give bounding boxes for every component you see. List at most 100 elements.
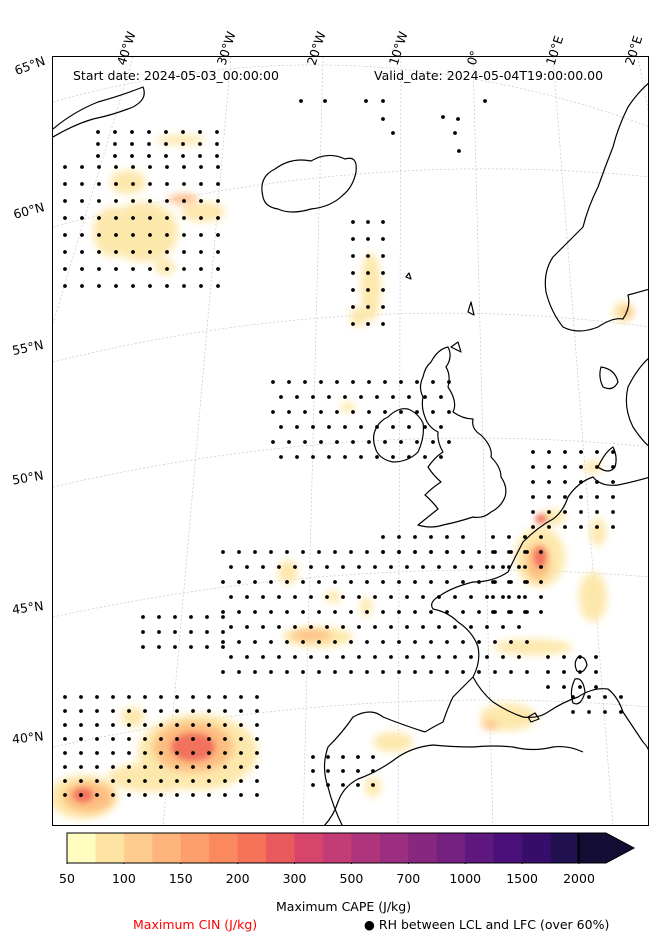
coastlines [53,82,648,825]
rh-dot [483,99,487,103]
rh-dot [351,440,355,444]
rh-dot [456,117,460,121]
rh-dot [287,380,291,384]
lat-label-45n: 45°N [11,597,45,618]
rh-dot [547,465,551,469]
rh-dot [501,625,505,629]
rh-dot [371,783,375,787]
rh-dot [547,525,551,529]
rh-dot [423,455,427,459]
rh-dot [619,710,623,714]
rh-dot [175,709,179,713]
rh-dot [523,535,527,539]
colorbar-bin [436,833,466,863]
rh-dot [517,655,521,659]
rh-dot [399,380,403,384]
rh-dot [477,640,481,644]
rh-dot [365,610,369,614]
rh-dot [221,630,225,634]
map-canvas [53,57,648,825]
rh-dot [477,670,481,674]
rh-dot [341,783,345,787]
rh-dot [182,284,186,288]
rh-dot [507,595,511,599]
lat-label-55n: 55°N [10,336,45,359]
rh-dot [223,779,227,783]
rh-dot [381,322,385,326]
rh-dot [239,723,243,727]
rh-dot [143,723,147,727]
colorbar-tick-label: 100 [111,871,136,886]
rh-dot [79,751,83,755]
rh-dot [539,550,543,554]
rh-dot [311,755,315,759]
rh-dot [445,550,449,554]
rh-dot [175,765,179,769]
rh-dot [207,709,211,713]
rh-dot [491,535,495,539]
rh-dot [164,130,168,134]
rh-dot [439,395,443,399]
colorbar-bin [493,833,523,863]
rh-dot [191,709,195,713]
rh-dot [279,455,283,459]
rh-dot [221,550,225,554]
rh-dot [523,580,527,584]
rh-dot [114,182,118,186]
rh-dot [182,250,186,254]
colorbar-tick-label: 150 [168,871,193,886]
rh-dot [325,595,329,599]
rh-dot [199,216,203,220]
rh-dot [579,510,583,514]
rh-dot [114,165,118,169]
valid-date-label: Valid_date: 2024-05-04T19:00:00.00 [374,68,604,83]
rh-dot [221,645,225,649]
rh-dot [317,610,321,614]
rh-dot [141,615,145,619]
rh-dot [148,199,152,203]
rh-dot [277,655,281,659]
rh-dot [325,655,329,659]
rh-dot [245,595,249,599]
colorbar-bin [180,833,210,863]
rh-dot [113,142,117,146]
rh-dot [371,769,375,773]
rh-dot [114,216,118,220]
rh-dot [97,165,101,169]
rh-dot [215,154,219,158]
rh-dot [341,565,345,569]
rh-dot [285,550,289,554]
rh-dot [327,455,331,459]
colorbar-bin [379,833,409,863]
rh-dot [295,395,299,399]
colorbar-tick-label: 50 [59,871,75,886]
rh-dot [253,670,257,674]
rh-dot [397,550,401,554]
rh-dot [531,495,535,499]
rh-dot [159,765,163,769]
rh-dot [285,610,289,614]
rh-dot [79,793,83,797]
colorbar-tick-label: 1000 [449,871,482,886]
rh-dot [405,565,409,569]
rh-dot [111,723,115,727]
rh-dot [127,695,131,699]
rh-dot [319,380,323,384]
rh-dot [485,565,489,569]
rh-dot [223,709,227,713]
rh-dot [595,510,599,514]
cape-colorbar [66,832,636,864]
rh-dot [205,615,209,619]
rh-dot [461,535,465,539]
rh-dot [375,455,379,459]
rh-dot [253,580,257,584]
colorbar-bin [209,833,239,863]
rh-dot [317,550,321,554]
rh-dot [229,595,233,599]
rh-dot [287,410,291,414]
rh-dot [80,267,84,271]
rh-dot [366,220,370,224]
rh-dot [199,284,203,288]
rh-dot [159,779,163,783]
rh-dot [207,765,211,769]
